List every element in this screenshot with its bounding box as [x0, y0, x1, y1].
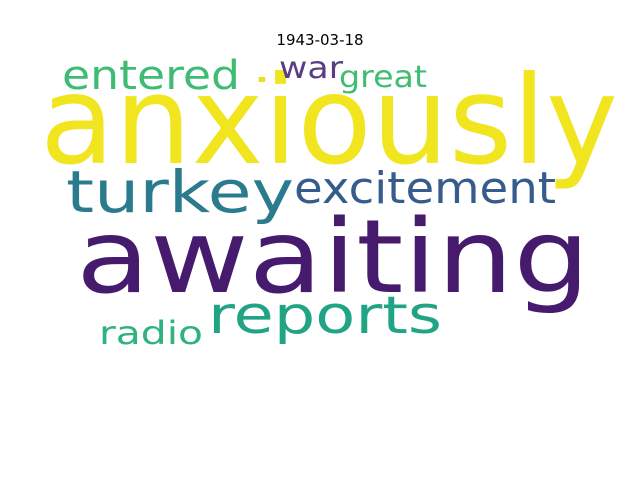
word-great: great: [339, 60, 427, 95]
chart-title: 1943-03-18: [276, 31, 364, 49]
word-turkey: turkey: [66, 158, 294, 226]
word-reports: reports: [208, 286, 442, 346]
word-radio: radio: [99, 314, 203, 352]
word-anxiously: anxiously: [40, 50, 618, 192]
word-dot: .: [252, 46, 272, 92]
word-excitement: excitement: [294, 163, 556, 214]
word-entered: entered: [62, 53, 240, 99]
word-war: war: [279, 51, 344, 86]
word-awaiting: awaiting: [76, 198, 590, 317]
